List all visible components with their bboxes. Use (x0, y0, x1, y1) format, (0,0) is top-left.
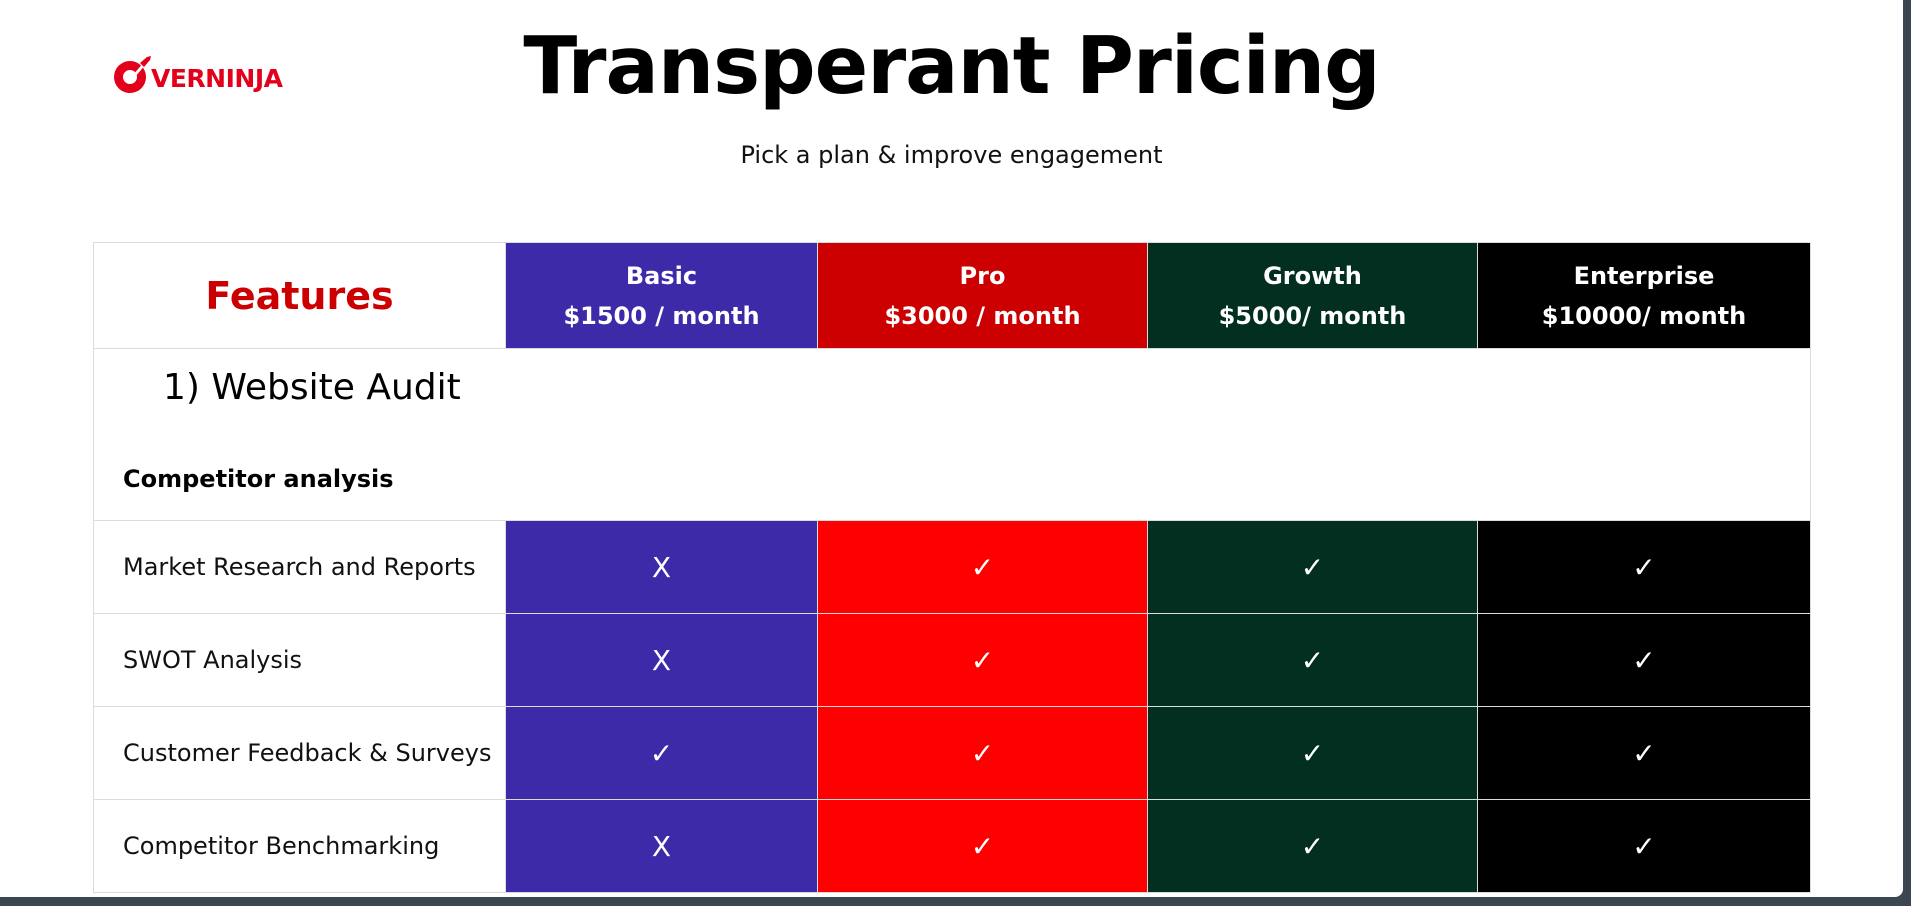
logo[interactable]: VERNINJA (111, 55, 283, 97)
plan-price: $5000/ month (1218, 301, 1407, 330)
basic-mark: X (505, 799, 818, 893)
plan-name: Pro (959, 261, 1006, 290)
section-title: 1) Website Audit (163, 367, 461, 408)
growth-mark: ✓ (1147, 799, 1478, 893)
plan-header-pro[interactable]: Pro $3000 / month (817, 242, 1148, 349)
pro-mark: ✓ (817, 799, 1148, 893)
growth-mark: ✓ (1147, 520, 1478, 614)
enterprise-mark: ✓ (1477, 520, 1811, 614)
enterprise-mark: ✓ (1477, 613, 1811, 707)
plan-name: Enterprise (1573, 261, 1715, 290)
enterprise-mark: ✓ (1477, 799, 1811, 893)
pro-mark: ✓ (817, 520, 1148, 614)
table-row: Competitor Benchmarking X ✓ ✓ ✓ (93, 799, 1811, 893)
feature-name: Customer Feedback & Surveys (93, 706, 506, 800)
feature-name: SWOT Analysis (93, 613, 506, 707)
growth-mark: ✓ (1147, 706, 1478, 800)
logo-text: VERNINJA (151, 63, 283, 93)
features-header: Features (93, 242, 506, 349)
pro-mark: ✓ (817, 706, 1148, 800)
plan-name: Basic (625, 261, 698, 290)
basic-mark: X (505, 613, 818, 707)
plan-header-enterprise[interactable]: Enterprise $10000/ month (1477, 242, 1811, 349)
pricing-table: Features Basic $1500 / month Pro $3000 /… (93, 242, 1811, 893)
plan-price: $3000 / month (884, 301, 1081, 330)
table-row: SWOT Analysis X ✓ ✓ ✓ (93, 613, 1811, 707)
feature-name: Market Research and Reports (93, 520, 506, 614)
page-subtitle: Pick a plan & improve engagement (740, 141, 1163, 169)
plan-price: $1500 / month (563, 301, 760, 330)
section-cell: 1) Website Audit Competitor analysis (93, 348, 1811, 521)
growth-mark: ✓ (1147, 613, 1478, 707)
rocket-logo-icon (111, 55, 153, 97)
pricing-header-row: Features Basic $1500 / month Pro $3000 /… (93, 242, 1811, 349)
feature-name: Competitor Benchmarking (93, 799, 506, 893)
enterprise-mark: ✓ (1477, 706, 1811, 800)
page-title: Transperant Pricing (523, 20, 1380, 112)
basic-mark: ✓ (505, 706, 818, 800)
plan-price: $10000/ month (1541, 301, 1747, 330)
plan-header-growth[interactable]: Growth $5000/ month (1147, 242, 1478, 349)
section-subtitle: Competitor analysis (123, 465, 394, 493)
plan-header-basic[interactable]: Basic $1500 / month (505, 242, 818, 349)
section-row: 1) Website Audit Competitor analysis (93, 348, 1811, 521)
table-row: Customer Feedback & Surveys ✓ ✓ ✓ ✓ (93, 706, 1811, 800)
pro-mark: ✓ (817, 613, 1148, 707)
basic-mark: X (505, 520, 818, 614)
plan-name: Growth (1263, 261, 1362, 290)
table-row: Market Research and Reports X ✓ ✓ ✓ (93, 520, 1811, 614)
